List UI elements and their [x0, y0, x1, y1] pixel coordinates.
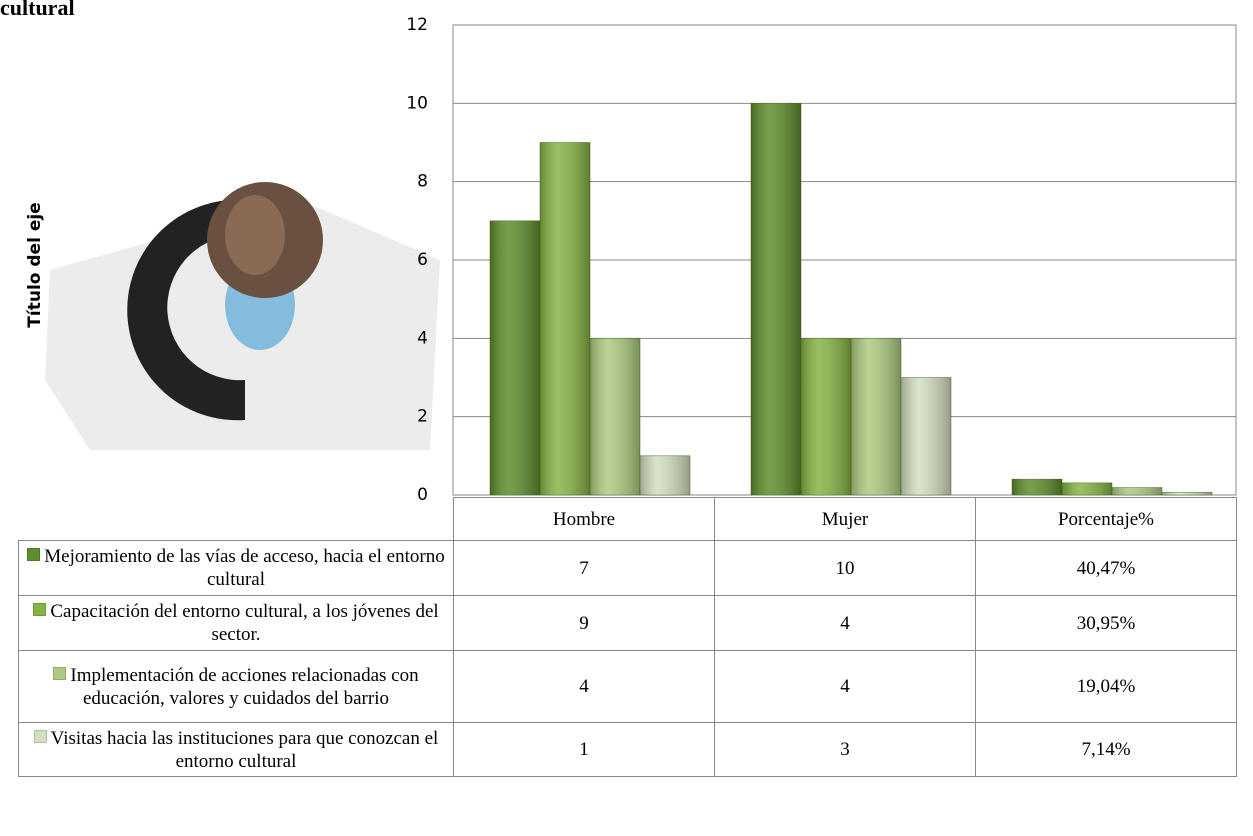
bar-shade: [751, 103, 801, 495]
chart-title: cultural: [0, 0, 75, 20]
table-value: 19,04%: [975, 650, 1237, 723]
table-header: Porcentaje%: [975, 497, 1237, 541]
bar-shade: [851, 338, 901, 495]
y-tick-label: 12: [406, 15, 428, 35]
y-tick-label: 2: [417, 407, 428, 427]
legend-entry: Capacitación del entorno cultural, a los…: [23, 600, 449, 646]
y-tick-label: 6: [417, 250, 428, 270]
legend-label: Visitas hacia las instituciones para que…: [50, 727, 439, 772]
legend-label: Capacitación del entorno cultural, a los…: [50, 601, 439, 645]
y-tick-label: 0: [417, 485, 428, 505]
legend-entry: Implementación de acciones relacionadas …: [23, 664, 449, 710]
bar-shade: [1112, 487, 1162, 495]
legend-cell: Implementación de acciones relacionadas …: [18, 650, 454, 723]
y-tick-label: 4: [417, 328, 428, 348]
bar-shade: [801, 338, 851, 495]
table-value: 10: [714, 540, 976, 596]
table-value: 30,95%: [975, 595, 1237, 651]
bar-shade: [1012, 479, 1062, 495]
bar-shade: [1062, 482, 1112, 495]
logo: [45, 182, 440, 450]
legend-key: [33, 729, 47, 743]
bar-shade: [901, 377, 951, 495]
table-value: 4: [714, 650, 976, 723]
legend-cell: Mejoramiento de las vías de acceso, haci…: [18, 540, 454, 596]
table-value: 40,47%: [975, 540, 1237, 596]
legend-key: [33, 603, 47, 616]
bar-shade: [540, 142, 590, 495]
y-axis-title: Título del eje: [25, 202, 45, 327]
table-header: Hombre: [453, 497, 715, 541]
y-tick-label: 8: [417, 172, 428, 192]
table-value: 4: [714, 595, 976, 651]
legend-label: Mejoramiento de las vías de acceso, haci…: [44, 546, 445, 590]
bar-shade: [640, 455, 690, 495]
legend-label: Implementación de acciones relacionadas …: [70, 664, 419, 709]
bar-shade: [490, 220, 540, 496]
table-value: 7,14%: [975, 722, 1237, 777]
legend-entry: Visitas hacia las instituciones para que…: [23, 727, 449, 773]
legend-cell: Capacitación del entorno cultural, a los…: [18, 595, 454, 651]
bar-shade: [590, 338, 640, 495]
bar-shade: [1162, 492, 1212, 495]
table-value: 1: [453, 722, 715, 777]
table-value: 7: [453, 540, 715, 596]
table-value: 9: [453, 595, 715, 651]
legend-key: [53, 666, 67, 680]
legend-entry: Mejoramiento de las vías de acceso, haci…: [23, 545, 449, 591]
table-value: 4: [453, 650, 715, 723]
table-header: Mujer: [714, 497, 976, 541]
table-value: 3: [714, 722, 976, 777]
legend-key: [27, 548, 41, 561]
legend-cell: Visitas hacia las instituciones para que…: [18, 722, 454, 777]
y-tick-label: 10: [406, 93, 428, 113]
